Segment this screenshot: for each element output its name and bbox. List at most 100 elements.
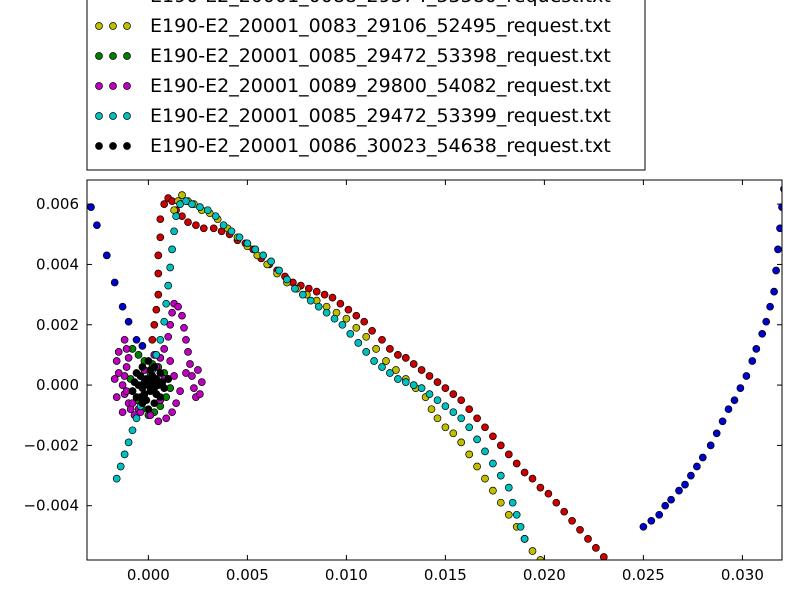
data-point [425,390,434,398]
x-tick-label: 0.030 [721,566,764,584]
data-point [449,408,458,417]
data-point [320,290,329,299]
legend-label: E190-E2_20001_0085_29472_53398_request.t… [150,45,611,67]
data-point [168,245,176,254]
data-point [712,429,721,438]
data-point [675,486,683,495]
data-point [160,345,169,353]
data-point [164,375,173,383]
data-point [568,516,576,525]
data-point [667,495,675,504]
data-point [196,390,204,398]
data-point [154,417,163,426]
legend-box [86,0,646,171]
data-point [774,245,782,254]
x-tick-label: 0.000 [127,566,170,584]
data-point [778,203,782,211]
data-point [465,423,474,432]
data-point [132,369,141,377]
data-point [352,323,361,332]
data-point [227,227,236,236]
x-tick-label: 0.005 [226,566,269,584]
data-point [132,414,141,423]
data-point [138,399,147,408]
data-point [328,293,337,302]
data-point [473,462,481,471]
data-point [344,305,353,314]
y-tick-label: 0.004 [36,255,79,273]
data-point [394,351,402,359]
data-point [314,302,323,311]
data-point [724,405,733,414]
data-point [162,299,171,308]
data-point [118,381,127,389]
legend-marker [109,142,117,150]
data-point [770,287,778,296]
legend-marker [123,82,131,90]
data-point [481,447,489,456]
legend-label: E190-E2_20001_0083_29106_52495_request.t… [150,15,611,37]
data-point [520,535,529,543]
data-point [190,384,198,392]
data-point [465,450,474,459]
data-point [196,203,204,211]
data-point [312,287,321,296]
data-point [259,251,268,260]
data-point [156,393,165,401]
x-tick-label: 0.025 [622,566,665,584]
data-point [706,441,715,450]
data-point [354,339,363,347]
data-point [512,459,521,468]
data-point [267,257,275,266]
data-point [132,335,141,344]
legend-marker [95,52,103,60]
data-point [160,200,169,208]
x-tick-label: 0.010 [325,566,368,584]
data-point [144,405,153,414]
data-point [138,342,147,350]
data-point [132,393,141,401]
data-point [736,384,745,392]
data-point [576,525,584,534]
data-point [504,510,513,519]
legend-marker [109,52,117,60]
legend-marker [123,142,131,150]
axis-ticks: 0.000 0.005 0.010 0.015 0.020 0.025 0.030 0.006… [23,180,782,584]
data-point [156,215,165,224]
data-point [496,498,505,507]
data-point [766,302,774,311]
data-point [235,233,244,242]
data-point [243,239,252,248]
data-point [433,396,442,405]
data-point [489,459,497,468]
data-point [112,357,121,365]
data-point [368,326,376,335]
data-point [457,414,466,423]
data-point [394,375,402,383]
data-point [752,345,761,353]
data-point [536,556,545,560]
data-point [192,221,200,230]
data-point [382,357,390,365]
data-point [124,438,133,447]
data-point [164,281,173,290]
data-point [372,345,380,353]
data-point [219,221,228,230]
data-point [661,501,670,510]
data-point [342,314,351,323]
data-point [742,372,751,380]
data-point [128,387,137,395]
data-point [504,450,513,459]
data-point [188,200,196,208]
data-point [112,393,121,401]
data-point [536,483,545,492]
legend-entry: E190-E2_20001_0085_29472_53399_request.t… [95,105,611,127]
x-tick-label: 0.020 [523,566,566,584]
data-point [748,357,757,365]
data-point [647,516,656,525]
data-point [138,363,147,371]
data-point [112,474,121,483]
data-point [441,423,450,432]
data-point [120,335,129,344]
data-points [87,185,782,560]
